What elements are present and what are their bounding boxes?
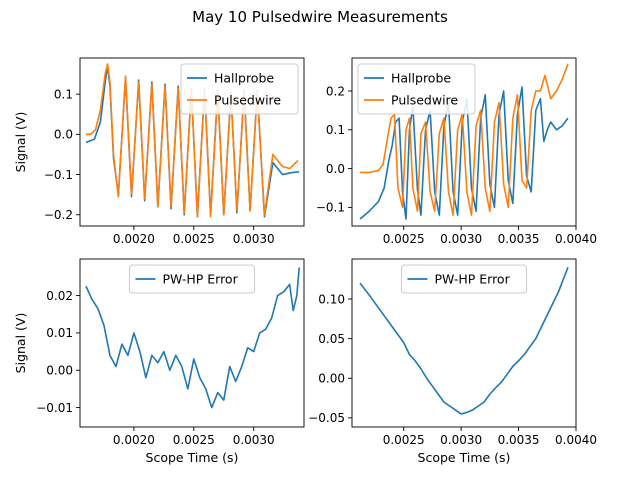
y-tick-label: 0.1 bbox=[326, 123, 345, 137]
legend-box bbox=[180, 63, 299, 115]
x-tick-label: 0.0030 bbox=[233, 433, 275, 447]
legend: Hallprobe Pulsedwire bbox=[357, 63, 476, 115]
legend: PW-HP Error bbox=[128, 264, 256, 294]
panel-top-left: 0.0020 0.0025 0.0030 −0.2 −0.1 0.0 0.1 Signal (… bbox=[13, 57, 305, 246]
legend-label: Pulsedwire bbox=[214, 93, 281, 108]
legend-box bbox=[400, 264, 528, 294]
panel-bottom-right: 0.0025 0.0030 0.0035 0.0040 −0.05 0.00 0.05 0.1… bbox=[308, 258, 597, 465]
y-tick-label: 0.05 bbox=[318, 332, 345, 346]
axes-frame bbox=[79, 258, 305, 428]
x-tick-label: 0.0025 bbox=[383, 232, 425, 246]
y-tick-label: 0.00 bbox=[46, 364, 73, 378]
y-axis-label: Signal (V) bbox=[13, 112, 28, 173]
series-line-pw-hp-error bbox=[359, 267, 569, 415]
figure-title: May 10 Pulsedwire Measurements bbox=[192, 8, 448, 26]
y-tick-label: −0.01 bbox=[36, 401, 73, 415]
panel-top-right: 0.0025 0.0030 0.0035 0.0040 −0.1 0.0 0.1 0.2 Hal… bbox=[316, 57, 597, 246]
x-tick-label: 0.0025 bbox=[383, 433, 425, 447]
x-tick-label: 0.0025 bbox=[173, 232, 215, 246]
series-line-pw-hp-error bbox=[85, 267, 301, 409]
y-tick-label: 0.00 bbox=[318, 372, 345, 386]
x-tick-label: 0.0030 bbox=[440, 433, 482, 447]
axes-frame bbox=[79, 57, 305, 227]
legend: PW-HP Error bbox=[400, 264, 528, 294]
y-axis-label: Signal (V) bbox=[13, 313, 28, 374]
legend-label: Hallprobe bbox=[391, 71, 451, 86]
y-tick-label: 0.1 bbox=[54, 87, 73, 101]
y-tick-label: 0.10 bbox=[318, 292, 345, 306]
x-axis-label: Scope Time (s) bbox=[418, 450, 511, 465]
legend-label: Pulsedwire bbox=[391, 93, 458, 108]
x-tick-label: 0.0030 bbox=[233, 232, 275, 246]
legend-box bbox=[357, 63, 476, 115]
y-tick-label: −0.1 bbox=[44, 168, 73, 182]
y-tick-label: 0.0 bbox=[326, 162, 345, 176]
x-tick-label: 0.0025 bbox=[173, 433, 215, 447]
y-tick-label: 0.0 bbox=[54, 128, 73, 142]
x-tick-label: 0.0030 bbox=[440, 232, 482, 246]
y-tick-label: 0.01 bbox=[46, 326, 73, 340]
x-tick-label: 0.0035 bbox=[498, 433, 540, 447]
legend-box bbox=[128, 264, 256, 294]
legend-label: PW-HP Error bbox=[434, 272, 510, 287]
legend: Hallprobe Pulsedwire bbox=[180, 63, 299, 115]
x-tick-label: 0.0020 bbox=[113, 433, 155, 447]
x-tick-label: 0.0020 bbox=[113, 232, 155, 246]
axes-frame bbox=[351, 258, 577, 428]
panel-bottom-left: 0.0020 0.0025 0.0030 −0.01 0.00 0.01 0.02 Scope… bbox=[13, 258, 305, 465]
y-tick-label: 0.2 bbox=[326, 84, 345, 98]
y-tick-label: −0.05 bbox=[308, 411, 345, 425]
x-tick-label: 0.0040 bbox=[555, 433, 597, 447]
y-tick-label: −0.1 bbox=[316, 201, 345, 215]
legend-label: Hallprobe bbox=[214, 71, 274, 86]
x-tick-label: 0.0040 bbox=[555, 232, 597, 246]
series-line-pulsedwire bbox=[85, 63, 299, 218]
x-tick-label: 0.0035 bbox=[498, 232, 540, 246]
axes-frame bbox=[351, 57, 577, 227]
y-tick-label: −0.2 bbox=[44, 208, 73, 222]
x-axis-label: Scope Time (s) bbox=[146, 450, 239, 465]
legend-label: PW-HP Error bbox=[162, 272, 238, 287]
y-tick-label: 0.02 bbox=[46, 289, 73, 303]
